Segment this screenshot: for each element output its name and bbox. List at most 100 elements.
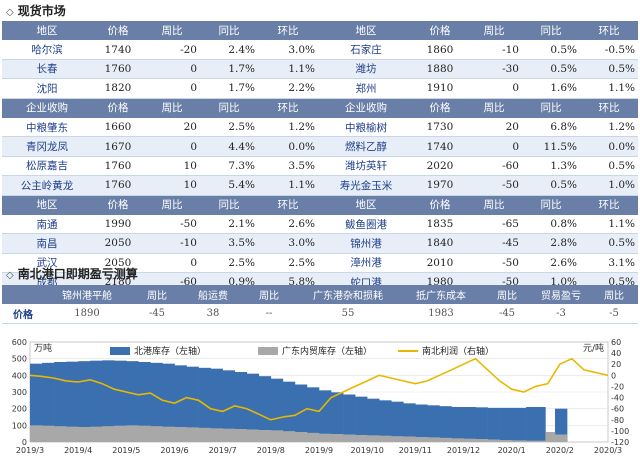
spot-data-row: 哈尔滨 1740 -20 2.4% 3.0% 石家庄 1860 -10 0.5% -0.5%	[2, 39, 638, 60]
spot-value-cell: 3.1%	[580, 253, 638, 274]
spot-value-cell: 2020	[414, 156, 466, 177]
profit-header-cell: 周比	[482, 285, 532, 304]
legend-swatch	[258, 347, 278, 355]
right-tick-label: -40	[611, 394, 624, 403]
spot-value-cell: 1760	[92, 156, 144, 177]
spot-header-cell: 环比	[580, 21, 638, 41]
area-mark	[114, 425, 127, 442]
spot-header-cell: 地区	[2, 21, 92, 41]
spot-value-cell: 1.1%	[580, 214, 638, 235]
spot-value-cell: 1.2%	[580, 117, 638, 138]
left-axis-ticks: 0 100 200 300 400 500 600	[12, 338, 27, 447]
diamond-icon: ◇	[6, 7, 14, 18]
spot-data-row: 沈阳 1820 0 1.7% 2.2% 郑州 1910 0 1.6% 1.1%	[2, 78, 638, 99]
right-axis-unit: 元/吨	[583, 342, 604, 354]
left-tick-label: 600	[12, 338, 27, 347]
area-mark	[499, 407, 512, 442]
spot-location-cell: 沈阳	[2, 78, 92, 99]
area-mark	[403, 403, 416, 442]
spot-data-row: 中粮肇东 1660 20 2.5% 1.2% 中粮榆树 1730 20 6.8% 1.2%	[2, 117, 638, 138]
spot-value-cell: 0.0%	[580, 136, 638, 157]
line-series-group	[29, 357, 609, 421]
spot-value-cell: 2050	[92, 253, 144, 274]
area-mark	[126, 361, 139, 442]
spot-value-cell: 1840	[414, 233, 466, 254]
area-mark	[379, 400, 392, 442]
area-mark	[258, 430, 272, 442]
area-mark	[403, 436, 416, 442]
spot-value-cell: 20	[144, 117, 200, 138]
spot-value-cell: 3.0%	[258, 39, 318, 60]
area-series-group	[30, 360, 568, 442]
spot-value-cell: 2.6%	[522, 253, 580, 274]
area-mark	[42, 362, 55, 442]
spot-value-cell: 2010	[414, 253, 466, 274]
spot-value-cell: 1.1%	[258, 175, 318, 196]
spot-header-cell: 价格	[414, 195, 466, 215]
profit-value-row: 价格 1890 -45 38 -- 55 1983 -45 -3 -5	[2, 304, 638, 324]
profit-section-title: ◇ 南北港口即期盈亏测算	[6, 266, 138, 282]
spot-value-cell: -10	[144, 233, 200, 254]
area-mark	[282, 381, 296, 442]
spot-header-cell: 价格	[414, 21, 466, 41]
spot-header-cell: 周比	[466, 195, 522, 215]
spot-value-cell: 1970	[414, 175, 466, 196]
left-tick-label: 0	[22, 438, 27, 447]
spot-location-cell: 中粮肇东	[2, 117, 92, 138]
spot-value-cell: 0	[144, 59, 200, 80]
area-mark	[258, 376, 272, 442]
left-tick-label: 300	[12, 388, 27, 397]
spot-value-cell: 0.5%	[580, 59, 638, 80]
area-mark	[427, 437, 440, 442]
spot-location-cell: 南通	[2, 214, 92, 235]
area-mark	[150, 426, 163, 442]
area-mark	[415, 437, 428, 442]
spot-value-cell: 3.0%	[258, 233, 318, 254]
spot-header-row: 企业收购 价格 周比 同比 环比 企业收购 价格 周比 同比 环比	[2, 98, 638, 118]
right-tick-label: 20	[611, 360, 621, 369]
spot-market-table: 地区 价格 周比 同比 环比 地区 价格 周比 同比 环比 哈尔滨 1740 -20 2.4% 3.0% 石家…	[2, 21, 638, 293]
x-tick-label: 2019/5	[112, 446, 140, 455]
spot-value-cell: 1880	[414, 59, 466, 80]
profit-header-cell: 周比	[590, 285, 638, 304]
spot-value-cell: 1740	[92, 39, 144, 60]
spot-header-cell: 同比	[200, 195, 258, 215]
x-tick-label: 2019/8	[257, 446, 285, 455]
x-tick-label: 2019/6	[160, 446, 188, 455]
area-mark	[102, 426, 115, 442]
area-mark	[138, 362, 151, 442]
profit-header-cell: 贸易盈亏	[532, 285, 590, 304]
spot-value-cell: -0.5%	[580, 39, 638, 60]
chart-legend: 北港库存（左轴） 广东内贸库存（左轴） 南北利润（右轴）	[110, 345, 494, 357]
spot-value-cell: -20	[144, 39, 200, 60]
spot-value-cell: 0	[466, 136, 522, 157]
area-mark	[246, 373, 260, 442]
spot-location-cell: 郑州	[318, 78, 414, 99]
spot-location-cell: 哈尔滨	[2, 39, 92, 60]
area-mark	[150, 362, 163, 442]
spot-location-cell: 石家庄	[318, 39, 414, 60]
legend-swatch	[110, 347, 130, 355]
area-mark	[78, 427, 91, 442]
spot-value-cell: -45	[466, 233, 522, 254]
spot-value-cell: 1.6%	[522, 78, 580, 99]
spot-section-title-text: 现货市场	[17, 4, 66, 18]
profit-row-label: 价格	[2, 304, 44, 324]
x-tick-label: 2019/10	[351, 446, 384, 455]
area-mark	[319, 433, 332, 442]
profit-header-cell: 船运费	[184, 285, 242, 304]
area-mark	[102, 360, 115, 442]
spot-header-cell: 环比	[258, 21, 318, 41]
area-mark	[511, 440, 527, 442]
spot-value-cell: -50	[466, 253, 522, 274]
area-mark	[343, 434, 356, 442]
area-mark	[439, 406, 452, 442]
spot-value-cell: 1740	[414, 136, 466, 157]
spot-location-cell: 武汉	[2, 253, 92, 274]
area-mark	[379, 435, 392, 442]
spot-value-cell: 10	[144, 156, 200, 177]
spot-header-cell: 周比	[144, 195, 200, 215]
area-mark	[270, 378, 284, 442]
spot-location-cell: 潍坊	[318, 59, 414, 80]
profit-value-cell: --	[242, 304, 296, 324]
